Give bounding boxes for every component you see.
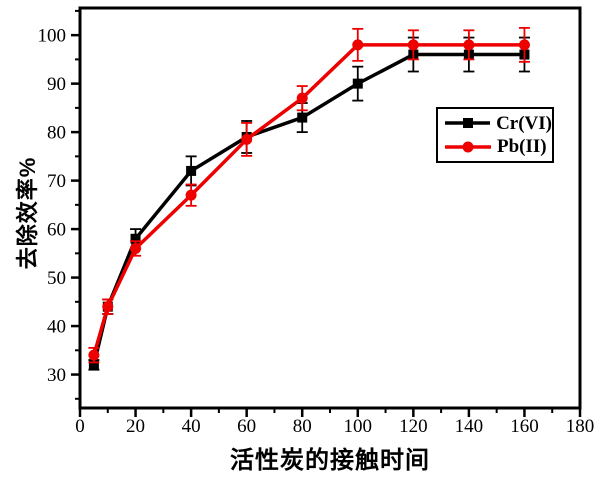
circle-marker-icon — [102, 301, 114, 313]
y-tick-label: 60 — [47, 220, 66, 241]
circle-marker-icon — [296, 92, 308, 104]
y-tick-label: 100 — [38, 26, 67, 47]
circle-marker-icon — [518, 39, 530, 51]
square-marker-icon — [130, 233, 141, 244]
y-tick-label: 70 — [47, 171, 66, 192]
axes-ticks: 30 40 50 60 70 80 90 100 0 20 40 60 80 100 120 140 160 18… — [38, 9, 595, 437]
legend-label-pb: Pb(II) — [497, 136, 547, 158]
y-tick-label: 40 — [47, 317, 66, 338]
square-marker-icon — [186, 165, 197, 176]
x-tick-label: 120 — [399, 416, 428, 437]
circle-marker-icon — [463, 39, 475, 51]
x-tick-label: 80 — [293, 416, 312, 437]
square-marker-icon — [88, 359, 99, 370]
x-tick-label: 140 — [455, 416, 484, 437]
circle-marker-icon — [407, 39, 419, 51]
square-marker-icon — [297, 112, 308, 123]
y-tick-label: 80 — [47, 123, 66, 144]
legend: Cr(VI) Pb(II) — [436, 107, 554, 163]
x-tick-label: 0 — [75, 416, 85, 437]
x-tick-label: 40 — [182, 416, 201, 437]
circle-marker-icon — [185, 189, 197, 201]
x-tick-label: 180 — [566, 416, 595, 437]
circle-marker-icon — [130, 242, 142, 254]
square-marker-icon — [352, 78, 363, 89]
y-axis-title: 去除效率% — [15, 156, 40, 270]
y-tick-label: 50 — [47, 268, 66, 289]
cr-series-sample — [445, 118, 491, 129]
cr-square-marker-icon — [463, 118, 473, 129]
pb-series — [88, 26, 530, 364]
series-line — [92, 52, 525, 366]
pb-series-sample — [445, 141, 491, 153]
x-tick-label: 100 — [344, 416, 373, 437]
cr-series — [88, 36, 530, 371]
legend-item-pb: Pb(II) — [445, 137, 552, 156]
circle-marker-icon — [352, 39, 364, 51]
pb-circle-marker-icon — [462, 141, 474, 153]
x-tick-label: 160 — [510, 416, 539, 437]
circle-marker-icon — [241, 133, 253, 145]
legend-item-cr: Cr(VI) — [445, 114, 552, 133]
legend-label-cr: Cr(VI) — [496, 112, 552, 134]
circle-marker-icon — [88, 349, 100, 361]
plot-frame — [78, 6, 582, 410]
series-line — [92, 43, 525, 356]
x-tick-label: 60 — [237, 416, 256, 437]
x-axis-title: 活性炭的接触时间 — [230, 447, 430, 474]
x-tick-label: 20 — [126, 416, 145, 437]
y-tick-label: 90 — [47, 74, 66, 95]
y-tick-label: 30 — [47, 365, 66, 386]
